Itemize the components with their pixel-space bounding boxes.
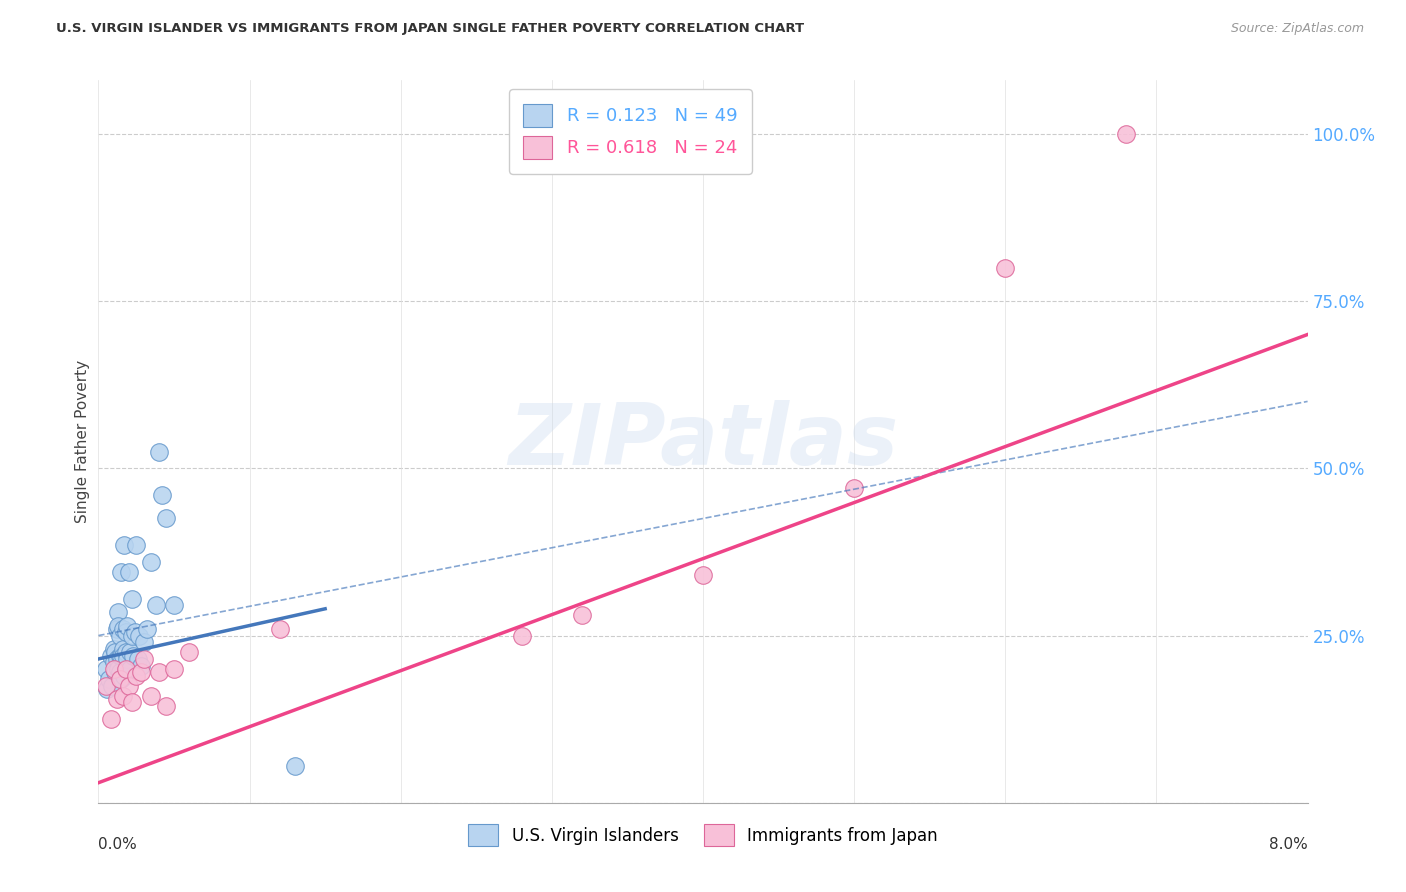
Point <box>115 618 138 632</box>
Point <box>101 679 124 693</box>
Point <box>110 672 132 686</box>
Point <box>107 662 129 676</box>
Point <box>844 482 866 496</box>
Point <box>118 565 141 579</box>
Point <box>155 698 177 713</box>
Point <box>98 672 121 686</box>
Point <box>104 665 127 680</box>
Point <box>141 689 163 703</box>
Point <box>163 662 186 676</box>
Point <box>110 565 132 579</box>
Point <box>114 625 136 640</box>
Point <box>124 625 146 640</box>
Point <box>148 444 170 458</box>
Point <box>129 665 152 680</box>
Point <box>103 662 125 676</box>
Point <box>112 669 135 683</box>
Point <box>100 648 122 663</box>
Text: U.S. VIRGIN ISLANDER VS IMMIGRANTS FROM JAPAN SINGLE FATHER POVERTY CORRELATION : U.S. VIRGIN ISLANDER VS IMMIGRANTS FROM … <box>56 22 804 36</box>
Point <box>155 511 177 525</box>
Point <box>108 648 131 663</box>
Point <box>96 681 118 696</box>
Point <box>104 645 127 659</box>
Point <box>108 665 131 680</box>
Point <box>121 628 143 642</box>
Point <box>120 662 142 676</box>
Point <box>129 658 152 673</box>
Point <box>110 648 132 663</box>
Point <box>114 645 136 659</box>
Point <box>108 672 131 686</box>
Point <box>163 599 186 613</box>
Point <box>994 260 1017 275</box>
Y-axis label: Single Father Poverty: Single Father Poverty <box>75 360 90 523</box>
Point <box>103 642 125 657</box>
Point <box>111 642 134 657</box>
Point <box>135 622 157 636</box>
Point <box>108 628 131 642</box>
Point <box>692 568 714 582</box>
Point <box>105 692 128 706</box>
Point <box>150 488 173 502</box>
Point <box>510 628 533 642</box>
Point <box>269 622 291 636</box>
Point <box>100 712 122 726</box>
Point <box>122 648 145 663</box>
Point <box>120 645 142 659</box>
Point <box>125 669 148 683</box>
Point <box>114 662 136 676</box>
Point <box>103 655 125 669</box>
Point <box>94 679 117 693</box>
Point <box>571 608 593 623</box>
Legend: U.S. Virgin Islanders, Immigrants from Japan: U.S. Virgin Islanders, Immigrants from J… <box>458 814 948 856</box>
Point <box>118 679 141 693</box>
Point <box>141 555 163 569</box>
Text: ZIPatlas: ZIPatlas <box>508 400 898 483</box>
Point <box>284 759 307 773</box>
Point <box>112 538 135 552</box>
Point <box>107 618 129 632</box>
Point <box>121 591 143 606</box>
Text: 8.0%: 8.0% <box>1268 838 1308 853</box>
Point <box>148 665 170 680</box>
Point <box>179 645 201 659</box>
Point <box>121 696 143 710</box>
Point <box>128 628 150 642</box>
Point <box>111 689 134 703</box>
Point <box>107 605 129 619</box>
Point <box>105 622 128 636</box>
Text: 0.0%: 0.0% <box>98 838 138 853</box>
Point <box>111 648 134 663</box>
Point <box>125 538 148 552</box>
Point <box>111 622 134 636</box>
Point <box>132 652 155 666</box>
Point <box>1115 127 1137 141</box>
Point <box>127 652 149 666</box>
Point <box>94 662 117 676</box>
Point <box>115 652 138 666</box>
Point <box>145 599 167 613</box>
Point <box>105 652 128 666</box>
Text: Source: ZipAtlas.com: Source: ZipAtlas.com <box>1230 22 1364 36</box>
Point <box>132 635 155 649</box>
